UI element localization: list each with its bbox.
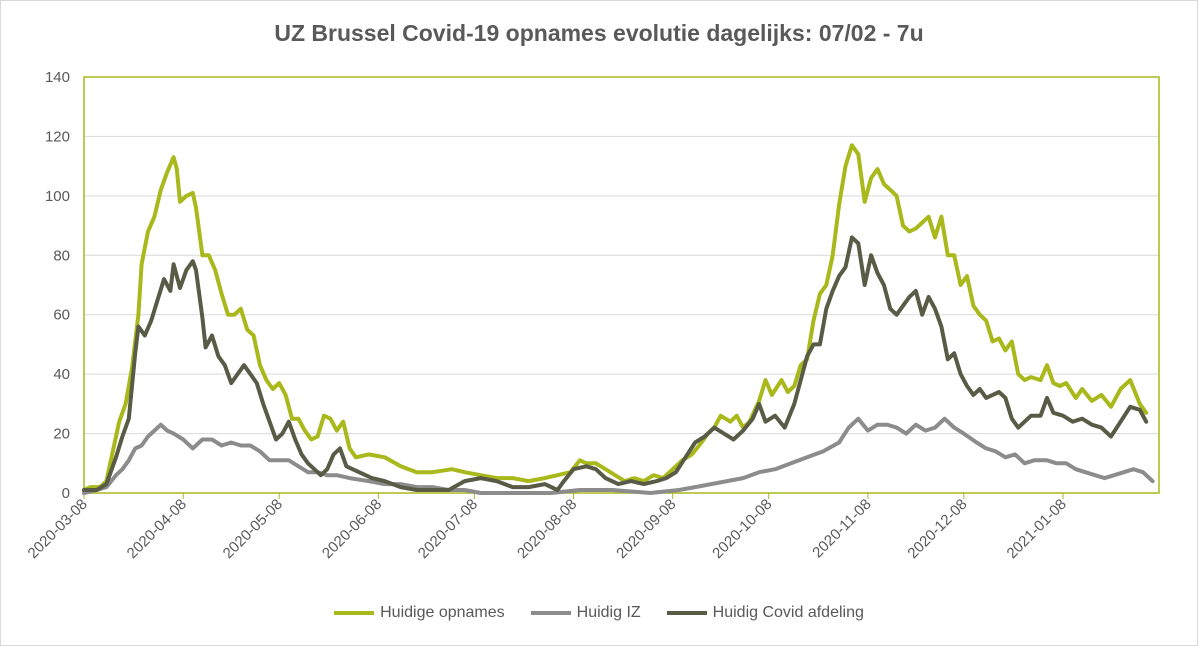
y-tick-label: 20 (53, 426, 70, 443)
x-tick-label: 2020-09-08 (613, 496, 679, 562)
x-tick-label: 2021-01-08 (1004, 496, 1070, 562)
gridlines (84, 135, 1159, 435)
x-tick-label: 2020-08-08 (514, 496, 580, 562)
x-axis-ticks: 2020-03-08 2020-04-08 2020-05-08 2020-06-08… (25, 493, 1070, 562)
legend-label: Huidige opnames (380, 604, 505, 621)
legend: Huidige opnames Huidig IZ Huidig Covid afd… (0, 604, 1198, 622)
plot-area-border (83, 76, 1160, 494)
legend-swatch (666, 611, 707, 615)
x-tick-label: 2020-10-08 (709, 496, 775, 562)
x-tick-label: 2020-03-08 (25, 496, 91, 562)
y-tick-label: 60 (53, 307, 70, 324)
y-axis-ticks: 0 20 40 60 80 100 120 140 (45, 69, 70, 502)
x-tick-label: 2020-04-08 (124, 496, 190, 562)
series-lines (82, 143, 1155, 495)
x-tick-label: 2020-07-08 (415, 496, 481, 562)
y-tick-label: 0 (62, 485, 70, 502)
x-tick-label: 2020-05-08 (220, 496, 286, 562)
legend-swatch (530, 611, 571, 615)
series-line-2 (82, 416, 1155, 495)
legend-item-3: Huidig Covid afdeling (666, 604, 864, 622)
y-tick-label: 140 (45, 69, 70, 86)
chart-title: UZ Brussel Covid-19 opnames evolutie dag… (274, 20, 924, 46)
series-line-1 (82, 143, 1149, 492)
x-tick-label: 2020-12-08 (904, 496, 970, 562)
y-tick-label: 120 (45, 128, 70, 145)
legend-label: Huidig Covid afdeling (712, 604, 864, 621)
legend-item-1: Huidige opnames (334, 604, 505, 622)
y-tick-label: 40 (53, 366, 70, 383)
legend-label: Huidig IZ (576, 604, 641, 621)
legend-item-2: Huidig IZ (530, 604, 641, 622)
y-tick-label: 100 (45, 188, 70, 205)
series-line-3 (82, 235, 1149, 492)
x-tick-label: 2020-06-08 (319, 496, 385, 562)
y-tick-label: 80 (53, 247, 70, 264)
x-tick-label: 2020-11-08 (809, 496, 874, 561)
legend-swatch (334, 611, 375, 615)
